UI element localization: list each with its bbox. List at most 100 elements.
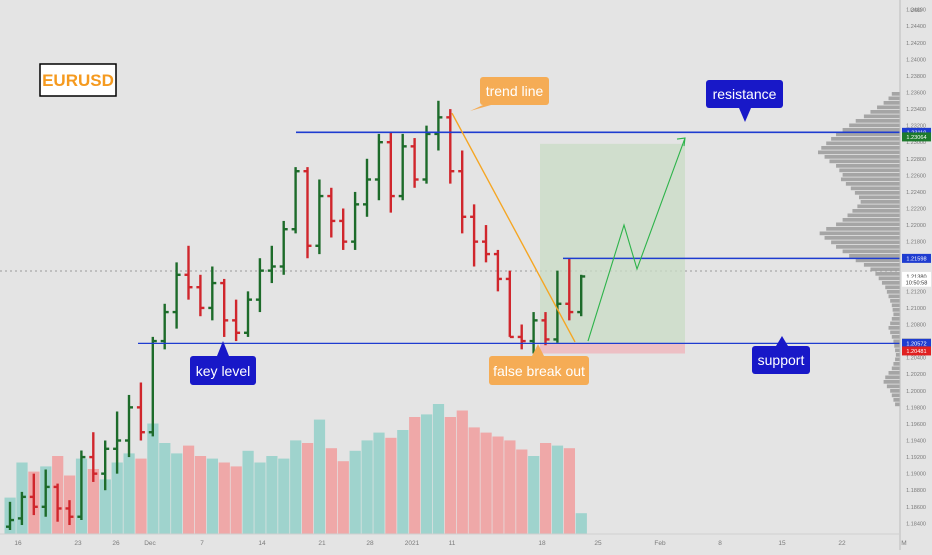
price-tick-label: 1.24400 [906,24,926,30]
volume-bar [563,448,575,534]
time-axis[interactable]: 16 23 26 Dec 7 14 21 28 2021 11 18 25 Feb 8 15 22 M [0,533,907,547]
time-tick-label: 16 [14,540,22,547]
price-badge: 1.20481 [902,346,931,356]
volume-profile-row [885,375,900,380]
price-tick-label: 1.21000 [906,306,926,312]
volume-profile-row [870,267,900,272]
volume-bar [147,423,159,534]
volume-bar [516,449,528,534]
price-tick-label: 1.22200 [906,206,926,212]
time-tick-label: Dec [144,540,156,547]
volume-profile-row [883,101,900,105]
trend-line[interactable] [451,112,576,343]
ohlc-bar [505,270,514,339]
volume-bar [349,450,361,534]
ohlc-bar [172,262,181,329]
volume-profile-row [855,119,900,123]
price-tick-label: 1.23000 [906,140,926,146]
volume-profile-row [842,249,900,254]
projection-path[interactable] [587,137,686,342]
ohlc-bar [17,491,26,526]
false-break-out-callout[interactable]: false break out [489,344,589,385]
ohlc-bar [470,204,479,267]
volume-profile-row [849,123,900,128]
ohlc-bar [125,394,133,458]
time-tick-label: 23 [74,540,82,547]
ohlc-bar [196,274,205,317]
ohlc-bar [565,258,574,321]
volume-profile-row [819,231,900,236]
resistance-callout[interactable]: resistance [706,80,783,122]
ohlc-bar [327,187,336,238]
resistance-label: resistance [713,86,777,102]
price-tick-label: 1.22400 [906,190,926,196]
ohlc-bar [386,132,395,213]
volume-bar [159,443,171,534]
volume-profile-row [893,398,900,402]
volume-profile-row [847,213,900,218]
ohlc-bar [398,133,407,201]
volume-profile-row [895,353,900,357]
price-tick-label: 1.22600 [906,173,926,179]
volume-profile-row [850,186,900,191]
trend-line-callout[interactable]: trend line [470,77,549,111]
price-tick-label: 1.24600 [906,8,926,14]
time-tick-label: 2021 [405,540,420,547]
stop-zone [540,343,685,354]
volume-profile-row [875,272,900,276]
price-tick-label: 1.24000 [906,57,926,63]
volume-bar [218,462,230,534]
volume-profile-row [860,200,900,204]
ohlc-bar [446,109,455,184]
price-badge: 1.20572 [902,338,931,348]
volume-bar [480,432,492,534]
price-tick-label: 1.24200 [906,41,926,47]
volume-profile-row [863,114,900,119]
time-tick-label: 14 [258,540,266,547]
volume-bar [171,453,183,534]
ohlc-bar [482,225,490,263]
volume-profile-row [870,110,900,114]
volume-bar [194,456,207,534]
volume-profile-row [836,245,900,249]
price-tick-label: 1.19000 [906,472,926,478]
ohlc-bar [89,432,98,482]
ohlc-bar [434,100,443,151]
ohlc-bar [458,150,467,234]
volume-profile-row [857,204,900,209]
volume-bar [492,436,504,534]
price-axis[interactable]: USD 1.24600 1.24400 1.24200 1.24000 1.23800 1… [899,0,932,550]
volume-profile-row [836,222,900,227]
false-break-out-label: false break out [493,363,585,379]
price-tick-label: 1.19200 [906,455,926,461]
volume-profile-row [839,168,900,173]
volume-bar [409,417,421,534]
volume-profile-row [891,393,900,398]
volume-profile-row [845,182,900,186]
price-tick-label: 1.20200 [906,372,926,378]
ohlc-bar [279,220,288,275]
volume-bar [278,458,290,534]
support-callout[interactable]: support [752,336,810,374]
symbol-label: EURUSD [39,63,117,97]
ohlc-bar [351,191,360,250]
price-tick-label: 1.23200 [906,124,926,130]
volume-profile-row [840,177,900,182]
volume-profile-row [888,294,900,299]
ohlc-bar [6,501,14,530]
time-tick-label: 15 [778,540,786,547]
ohlc-bar [53,483,62,522]
volume-bar [421,414,433,534]
ohlc-bar [410,138,419,188]
volume-bar [183,445,195,534]
volume-profile-row [863,263,900,267]
price-tick-label: 1.18800 [906,488,926,494]
key-level-callout[interactable]: key level [190,341,256,385]
volume-profile-row [891,92,900,96]
price-badge: 10:50:58 [902,277,931,287]
ohlc-bar [148,336,157,437]
price-tick-label: 1.21200 [906,289,926,295]
volume-bar [290,440,302,534]
